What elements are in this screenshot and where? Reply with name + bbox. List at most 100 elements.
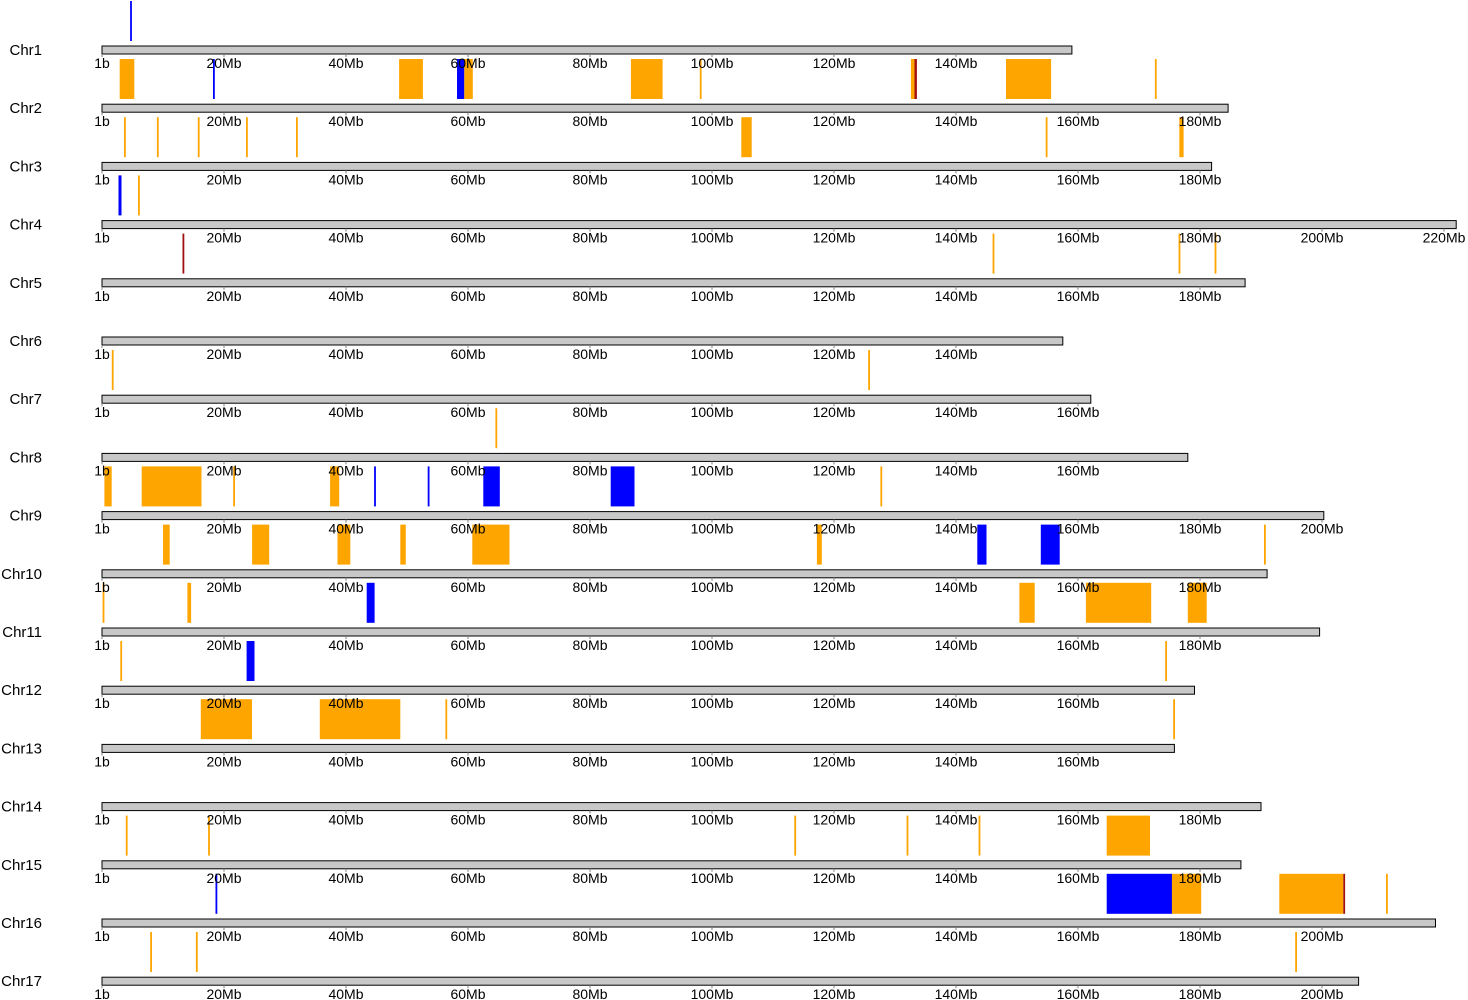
tick-label: 160Mb <box>1057 928 1100 944</box>
tick-label: 1b <box>94 171 110 187</box>
tick-label: 20Mb <box>206 230 241 246</box>
tick-label: 20Mb <box>206 928 241 944</box>
feature-block-orange <box>111 350 114 390</box>
tick-label: 40Mb <box>328 753 363 769</box>
chromosome-row-chr13: Chr13 1b 20Mb 40Mb 60Mb 80Mb 100Mb 120Mb 140Mb 16… <box>1 740 1175 769</box>
tick-label: 120Mb <box>813 462 856 478</box>
tick-label: 40Mb <box>328 171 363 187</box>
tick-label: 1b <box>94 579 110 595</box>
tick-label: 100Mb <box>691 55 734 71</box>
feature-block-orange <box>816 524 822 565</box>
chromosome-label: Chr2 <box>9 100 42 117</box>
tick-label: 200Mb <box>1301 986 1344 1000</box>
tick-label: 80Mb <box>572 986 607 1000</box>
chromosome-bar <box>101 452 1189 462</box>
tick-label: 60Mb <box>450 695 485 711</box>
tick-label: 60Mb <box>450 404 485 420</box>
tick-label: 60Mb <box>450 230 485 246</box>
tick-label: 60Mb <box>450 928 485 944</box>
tick-label: 80Mb <box>572 288 607 304</box>
tick-label: 40Mb <box>328 113 363 129</box>
feature-block-orange <box>141 466 202 507</box>
feature-block-orange <box>330 466 340 507</box>
feature-block-orange <box>741 117 752 158</box>
tick-label: 100Mb <box>691 928 734 944</box>
chromosome-label: Chr5 <box>9 275 42 292</box>
tick-label: 1b <box>94 230 110 246</box>
tick-label: 180Mb <box>1179 870 1222 886</box>
chromosome-bar <box>101 220 1457 230</box>
chromosome-label: Chr13 <box>1 740 42 757</box>
tick-label: 160Mb <box>1057 986 1100 1000</box>
chromosome-bar <box>101 161 1213 171</box>
chromosome-bar <box>101 918 1436 928</box>
chromosome-label: Chr15 <box>1 857 42 874</box>
feature-block-orange <box>1295 932 1297 972</box>
feature-block-orange <box>1214 233 1217 274</box>
tick-label: 200Mb <box>1301 928 1344 944</box>
feature-block-orange <box>1171 873 1202 914</box>
tick-label: 140Mb <box>935 462 978 478</box>
tick-label: 200Mb <box>1301 230 1344 246</box>
feature-block-orange <box>1178 233 1181 274</box>
feature-block-orange <box>1264 524 1266 565</box>
chromosome-bar <box>101 103 1229 113</box>
tick-label: 60Mb <box>450 113 485 129</box>
feature-block-blue <box>610 466 635 507</box>
tick-label: 40Mb <box>328 928 363 944</box>
chromosome-label: Chr7 <box>9 391 42 408</box>
feature-block-blue <box>215 873 218 914</box>
feature-block-orange <box>125 815 128 856</box>
feature-block-orange <box>1165 641 1167 681</box>
chromosome-label: Chr8 <box>9 449 42 466</box>
feature-block-orange <box>400 524 406 565</box>
tick-label: 140Mb <box>935 753 978 769</box>
tick-label: 120Mb <box>813 986 856 1000</box>
tick-label: 180Mb <box>1179 579 1222 595</box>
tick-label: 40Mb <box>328 637 363 653</box>
tick-label: 80Mb <box>572 928 607 944</box>
feature-block-orange <box>880 466 883 507</box>
tick-label: 120Mb <box>813 404 856 420</box>
tick-label: 20Mb <box>206 870 241 886</box>
tick-label: 160Mb <box>1057 171 1100 187</box>
feature-block-orange <box>1173 699 1175 740</box>
tick-label: 100Mb <box>691 346 734 362</box>
feature-block-orange <box>195 932 198 972</box>
tick-label: 160Mb <box>1057 579 1100 595</box>
chromosome-bar <box>101 802 1262 812</box>
feature-block-orange <box>794 815 797 856</box>
feature-block-blue <box>366 582 375 623</box>
feature-block-orange <box>252 524 270 565</box>
tick-label: 120Mb <box>813 521 856 537</box>
feature-block-blue <box>118 175 122 216</box>
tick-label: 140Mb <box>935 986 978 1000</box>
tick-label: 160Mb <box>1057 695 1100 711</box>
chromosome-row-chr12: Chr12 1b 20Mb 40Mb 60Mb 80Mb 100Mb 120Mb 140Mb 16… <box>1 682 1195 740</box>
feature-block-orange <box>1019 582 1035 623</box>
tick-label: 180Mb <box>1179 171 1222 187</box>
feature-block-orange <box>399 59 423 99</box>
tick-label: 60Mb <box>450 55 485 71</box>
tick-label: 180Mb <box>1179 288 1222 304</box>
tick-label: 20Mb <box>206 637 241 653</box>
chromosome-label: Chr14 <box>1 799 42 816</box>
chromosome-row-chr6: Chr6 1b 20Mb 40Mb 60Mb 80Mb 100Mb 120Mb 140Mb <box>9 333 1064 390</box>
chromosome-label: Chr1 <box>9 42 42 59</box>
feature-block-dark_red <box>1343 873 1346 914</box>
chromosome-row-chr1: Chr1 1b 20Mb 40Mb 60Mb 80Mb 100Mb 120Mb 140Mb <box>9 1 1157 99</box>
tick-label: 40Mb <box>328 812 363 828</box>
tick-label: 80Mb <box>572 230 607 246</box>
feature-block-orange <box>978 815 981 856</box>
chromosome-label: Chr4 <box>9 217 42 234</box>
tick-label: 20Mb <box>206 753 241 769</box>
feature-block-orange <box>1106 815 1150 856</box>
tick-label: 120Mb <box>813 812 856 828</box>
tick-label: 60Mb <box>450 812 485 828</box>
tick-label: 40Mb <box>328 521 363 537</box>
feature-block-blue <box>427 466 430 507</box>
tick-label: 140Mb <box>935 404 978 420</box>
chromosome-bar <box>101 743 1175 753</box>
tick-label: 1b <box>94 812 110 828</box>
chromosome-row-chr16: Chr16 1b 20Mb 40Mb 60Mb 80Mb 100Mb 120Mb 140Mb 16… <box>1 915 1436 972</box>
